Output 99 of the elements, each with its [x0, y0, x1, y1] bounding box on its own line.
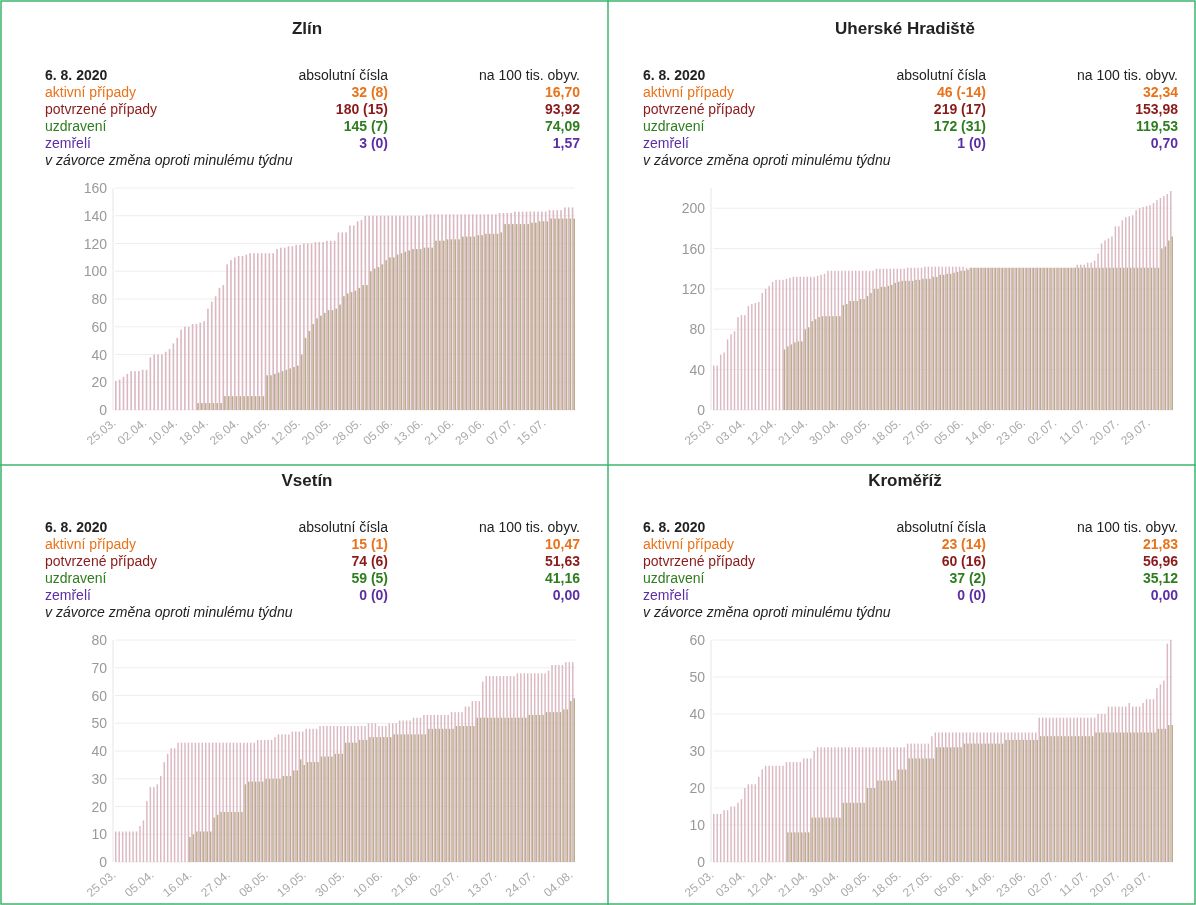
text: absolutní čísla: [896, 67, 987, 83]
chart-title: Uherské Hradiště: [835, 19, 975, 38]
text: na 100 tis. obyv.: [479, 67, 580, 83]
chart-title: Zlín: [291, 19, 323, 38]
text: 59 (5): [351, 570, 388, 586]
text: absolutní čísla: [896, 519, 987, 535]
text: 153,98: [1135, 101, 1179, 117]
text: 16,70: [544, 84, 581, 100]
text: 23 (14): [941, 536, 986, 552]
y-tick-label: 0: [697, 854, 706, 870]
text: 6. 8. 2020: [45, 67, 108, 83]
text: v závorce změna oproti minulému týdnu: [45, 604, 293, 620]
text: na 100 tis. obyv.: [1077, 67, 1178, 83]
text: 74,09: [544, 118, 581, 134]
text: zemřelí: [643, 135, 690, 151]
y-tick-label: 40: [689, 361, 706, 378]
y-tick-label: 80: [91, 291, 108, 307]
text: potvrzené případy: [643, 553, 756, 569]
y-tick-label: 0: [99, 854, 108, 870]
text: potvrzené případy: [45, 553, 158, 569]
text: uzdravení: [45, 118, 107, 134]
y-tick-label: 10: [91, 826, 108, 843]
text: 93,92: [544, 101, 581, 117]
text: uzdravení: [45, 570, 107, 586]
y-tick-label: 80: [689, 321, 706, 338]
y-tick-label: 140: [83, 207, 108, 224]
y-tick-label: 120: [83, 235, 108, 252]
chart-title: Vsetín: [281, 471, 333, 490]
text: 41,16: [544, 570, 581, 586]
text: 3 (0): [359, 135, 388, 151]
text: 1 (0): [957, 135, 986, 151]
text: aktivní případy: [45, 84, 137, 100]
text: uzdravení: [643, 570, 705, 586]
text: 56,96: [1142, 553, 1179, 569]
text: 37 (2): [949, 570, 986, 586]
y-tick-label: 60: [689, 632, 706, 648]
y-tick-label: 40: [91, 743, 108, 759]
text: 15 (1): [351, 536, 388, 552]
text: aktivní případy: [643, 84, 735, 100]
text: 46 (-14): [936, 84, 986, 100]
text: potvrzené případy: [643, 101, 756, 117]
y-tick-label: 100: [83, 263, 108, 280]
text: 35,12: [1142, 570, 1179, 586]
text: 10,47: [544, 536, 581, 552]
chart-title: Kroměříž: [868, 471, 942, 490]
y-tick-label: 80: [91, 632, 108, 648]
y-tick-label: 120: [681, 280, 706, 297]
text: 6. 8. 2020: [45, 519, 108, 535]
y-tick-label: 20: [689, 780, 706, 796]
text: 219 (17): [933, 101, 986, 117]
text: v závorce změna oproti minulému týdnu: [45, 152, 293, 168]
text: 0 (0): [957, 587, 986, 603]
y-tick-label: 60: [91, 687, 108, 704]
text: aktivní případy: [643, 536, 735, 552]
y-tick-label: 40: [91, 346, 108, 363]
y-tick-label: 70: [91, 659, 108, 676]
y-tick-label: 20: [91, 374, 108, 391]
y-tick-label: 160: [83, 180, 108, 196]
y-tick-label: 0: [99, 402, 108, 418]
y-tick-label: 30: [91, 770, 108, 787]
y-tick-label: 30: [689, 743, 706, 759]
text: absolutní čísla: [298, 519, 389, 535]
text: 51,63: [544, 553, 581, 569]
y-tick-label: 200: [681, 200, 706, 217]
text: zemřelí: [45, 135, 92, 151]
text: 172 (31): [933, 118, 986, 134]
text: 60 (16): [941, 553, 986, 569]
text: 32 (8): [351, 84, 388, 100]
text: potvrzené případy: [45, 101, 158, 117]
y-tick-label: 50: [91, 715, 108, 732]
text: 0,00: [552, 587, 581, 603]
text: 6. 8. 2020: [643, 67, 706, 83]
y-tick-label: 10: [689, 817, 706, 833]
text: uzdravení: [643, 118, 705, 134]
y-tick-label: 40: [689, 706, 706, 722]
text: zemřelí: [45, 587, 92, 603]
text: 180 (15): [335, 101, 388, 117]
text: 0 (0): [359, 587, 388, 603]
text: 21,83: [1142, 536, 1179, 552]
text: v závorce změna oproti minulému týdnu: [643, 152, 891, 168]
text: v závorce změna oproti minulému týdnu: [643, 604, 891, 620]
y-tick-label: 60: [91, 318, 108, 335]
y-tick-label: 20: [91, 798, 108, 815]
text: 74 (6): [351, 553, 388, 569]
text: zemřelí: [643, 587, 690, 603]
text: absolutní čísla: [298, 67, 389, 83]
text: 32,34: [1142, 84, 1179, 100]
y-tick-label: 50: [689, 669, 706, 685]
text: na 100 tis. obyv.: [479, 519, 580, 535]
text: na 100 tis. obyv.: [1077, 519, 1178, 535]
text: 119,53: [1135, 118, 1179, 134]
text: 0,70: [1150, 135, 1179, 151]
text: aktivní případy: [45, 536, 137, 552]
text: 6. 8. 2020: [643, 519, 706, 535]
y-tick-label: 160: [681, 240, 706, 257]
text: 145 (7): [343, 118, 388, 134]
y-tick-label: 0: [697, 402, 706, 418]
text: 1,57: [552, 135, 581, 151]
text: 0,00: [1150, 587, 1179, 603]
